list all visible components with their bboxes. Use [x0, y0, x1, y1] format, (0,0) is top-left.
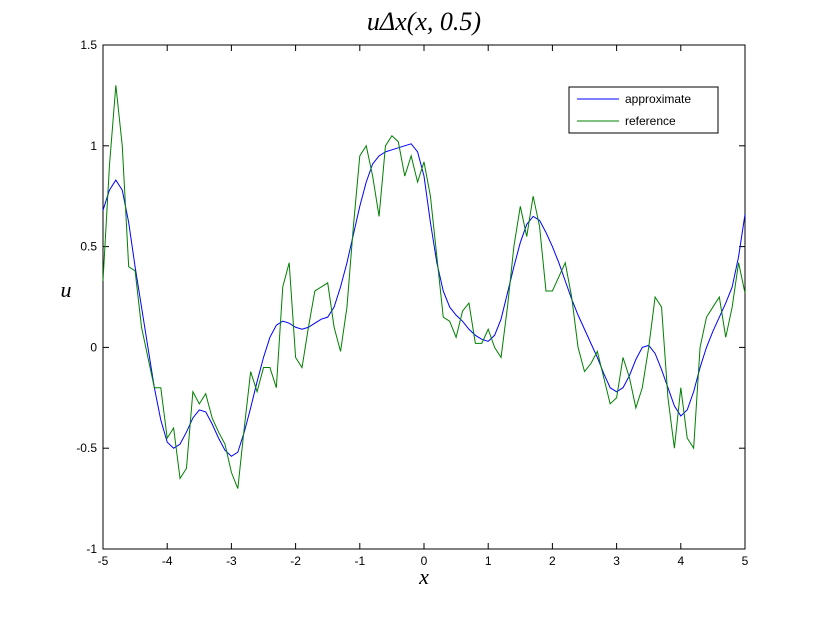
x-tick-label: 4 — [677, 554, 684, 568]
x-tick-label: -2 — [290, 554, 301, 568]
y-tick-label: -1 — [86, 542, 97, 556]
x-tick-label: -1 — [354, 554, 365, 568]
y-tick-label: -0.5 — [76, 441, 97, 455]
legend-label: approximate — [625, 92, 691, 106]
x-tick-label: 2 — [549, 554, 556, 568]
x-tick-label: 1 — [485, 554, 492, 568]
legend-label: reference — [625, 114, 676, 128]
legend-box — [568, 86, 719, 134]
y-tick-label: 1 — [90, 139, 97, 153]
y-axis-label: u — [61, 277, 72, 302]
x-tick-label: 0 — [421, 554, 428, 568]
x-axis-label: x — [418, 564, 429, 589]
y-tick-label: 1.5 — [80, 38, 97, 52]
x-tick-label: -5 — [98, 554, 109, 568]
chart-title: uΔx(x, 0.5) — [367, 7, 481, 36]
y-tick-label: 0 — [90, 340, 97, 354]
line-series — [102, 85, 746, 489]
line-series — [102, 143, 746, 457]
x-tick-label: -3 — [226, 554, 237, 568]
y-tick-label: 0.5 — [80, 240, 97, 254]
x-tick-label: 5 — [742, 554, 749, 568]
x-tick-label: -4 — [162, 554, 173, 568]
x-tick-label: 3 — [613, 554, 620, 568]
